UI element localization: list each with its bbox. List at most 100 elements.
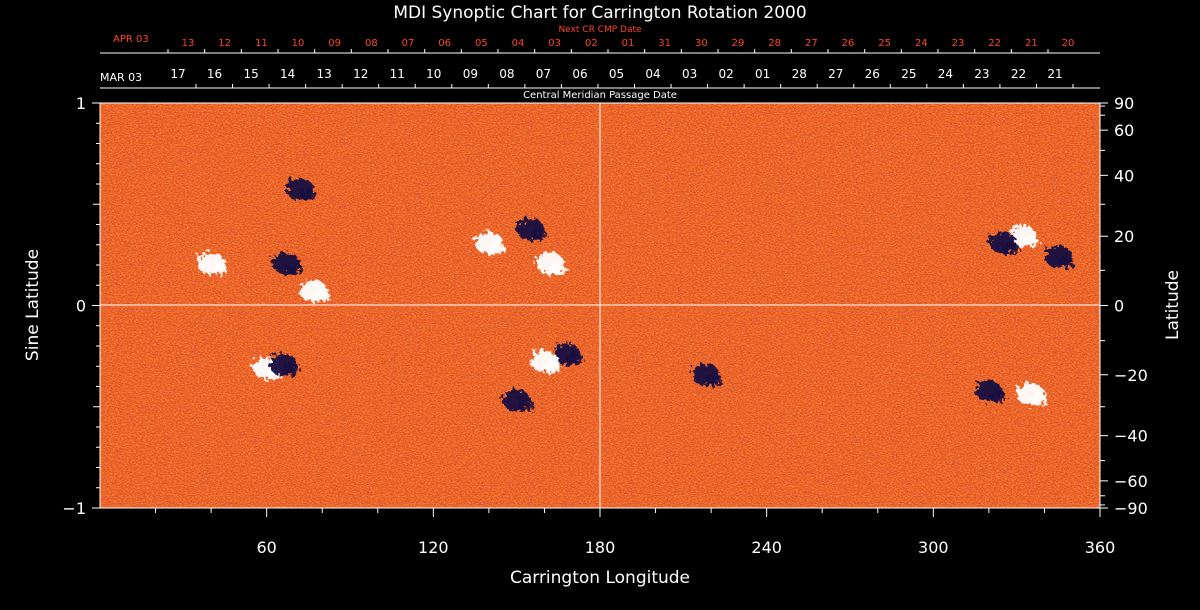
cmp-date-label: 06 [572, 67, 587, 81]
cmp-date-label: 24 [938, 67, 953, 81]
right-tick-label: 40 [1114, 166, 1134, 185]
active-regions [197, 178, 1075, 412]
next-date-label: 21 [1025, 38, 1038, 49]
cmp-date-label: 03 [682, 67, 697, 81]
region-negative [705, 373, 722, 386]
next-date-label: 11 [255, 38, 268, 49]
next-date-label: 07 [402, 38, 415, 49]
cmp-date-label: 02 [718, 67, 733, 81]
y-axis-label-left: Sine Latitude [23, 249, 43, 361]
region-negative [516, 399, 533, 412]
next-date-label: 24 [915, 38, 928, 49]
cmp-date-label: 16 [207, 67, 222, 81]
right-tick-label: −40 [1114, 427, 1148, 446]
region-positive [1030, 393, 1047, 406]
right-tick-label: −60 [1114, 472, 1148, 491]
x-axis-ticks: 60 120 180 240 300 360 [155, 508, 1116, 557]
region-positive [488, 241, 505, 254]
cmp-date-label: 04 [645, 67, 660, 81]
cmp-month-label: MAR 03 [100, 71, 142, 84]
right-tick-label: 0 [1114, 297, 1124, 316]
cmp-date-label: 12 [353, 67, 368, 81]
next-date-label: 20 [1062, 38, 1075, 49]
next-date-label: 02 [585, 38, 598, 49]
x-tick-label: 120 [418, 538, 449, 557]
right-axis-ticks: 90 60 40 20 0 −20 −40 −60 −90 [1100, 94, 1148, 518]
cmp-date-label: 23 [974, 67, 989, 81]
next-date-label: 23 [952, 38, 965, 49]
cmp-date-label: 21 [1047, 67, 1062, 81]
region-negative [530, 228, 547, 241]
cmp-date-label: 26 [865, 67, 880, 81]
next-cmp-label: Next CR CMP Date [558, 25, 642, 35]
chart-title: MDI Synoptic Chart for Carrington Rotati… [393, 3, 806, 23]
next-date-label: 05 [475, 38, 488, 49]
right-tick-label: 20 [1114, 227, 1134, 246]
x-tick-label: 240 [751, 538, 782, 557]
region-negative [1058, 255, 1075, 268]
region-positive [211, 262, 228, 275]
next-date-label: 12 [218, 38, 231, 49]
region-negative [988, 390, 1005, 403]
next-date-label: 01 [622, 38, 635, 49]
x-tick-label: 60 [256, 538, 276, 557]
cmp-date-label: 07 [536, 67, 551, 81]
cmp-date-label: 22 [1011, 67, 1026, 81]
next-date-label: 27 [805, 38, 818, 49]
next-date-label: 08 [365, 38, 378, 49]
cmp-date-label: 09 [463, 67, 478, 81]
x-tick-label: 360 [1085, 538, 1116, 557]
cmp-date-label: 25 [901, 67, 916, 81]
right-tick-label: −90 [1114, 499, 1148, 518]
next-date-label: 10 [292, 38, 305, 49]
next-date-label: 30 [695, 38, 708, 49]
y-axis-label-right: Latitude [1163, 270, 1183, 340]
next-cmp-dates: 13 12 11 10 09 08 07 06 05 04 03 02 01 31 30 29 28 27 26 25… [167, 38, 1075, 53]
cmp-date-label: 08 [499, 67, 514, 81]
left-axis-ticks: 1 0 −1 [62, 94, 100, 518]
cmp-date-label: 27 [828, 67, 843, 81]
cmp-date-label: 05 [609, 67, 624, 81]
next-date-label: 13 [182, 38, 195, 49]
cmp-date-label: 15 [243, 67, 258, 81]
next-date-label: 25 [878, 38, 891, 49]
region-negative [1002, 241, 1019, 254]
next-date-label: 04 [512, 38, 525, 49]
region-negative [566, 353, 583, 366]
next-date-label: 06 [438, 38, 451, 49]
x-axis-label: Carrington Longitude [510, 568, 690, 588]
cmp-date-label: 28 [792, 67, 807, 81]
left-tick-label: 0 [76, 297, 86, 316]
cmp-date-label: 01 [755, 67, 770, 81]
region-negative [283, 363, 300, 376]
cmp-dates: 17 16 15 14 13 12 11 10 09 08 07 06 05 04 03 02 01 28 27 26… [170, 67, 1074, 88]
cmp-axis-label: Central Meridian Passage Date [523, 90, 677, 101]
region-negative [286, 262, 303, 275]
left-tick-label: −1 [62, 499, 86, 518]
cmp-date-label: 11 [390, 67, 405, 81]
next-date-label: 09 [328, 38, 341, 49]
next-date-label: 26 [842, 38, 855, 49]
x-tick-label: 300 [918, 538, 949, 557]
region-positive [1022, 235, 1039, 248]
cmp-date-label: 10 [426, 67, 441, 81]
right-tick-label: −20 [1114, 366, 1148, 385]
cmp-date-label: 14 [280, 67, 295, 81]
region-positive [544, 360, 561, 373]
next-date-label: 22 [988, 38, 1001, 49]
right-tick-label: 90 [1114, 94, 1134, 113]
next-date-label: 31 [658, 38, 671, 49]
next-date-label: 29 [732, 38, 745, 49]
x-tick-label: 180 [585, 538, 616, 557]
next-date-label: 03 [548, 38, 561, 49]
region-positive [313, 290, 330, 303]
left-tick-label: 1 [76, 94, 86, 113]
region-negative [300, 188, 316, 201]
next-date-label: 28 [768, 38, 781, 49]
right-tick-label: 60 [1114, 121, 1134, 140]
next-month-label: APR 03 [113, 34, 149, 45]
cmp-date-label: 13 [317, 67, 332, 81]
cmp-date-label: 17 [170, 67, 185, 81]
region-positive [550, 262, 566, 275]
